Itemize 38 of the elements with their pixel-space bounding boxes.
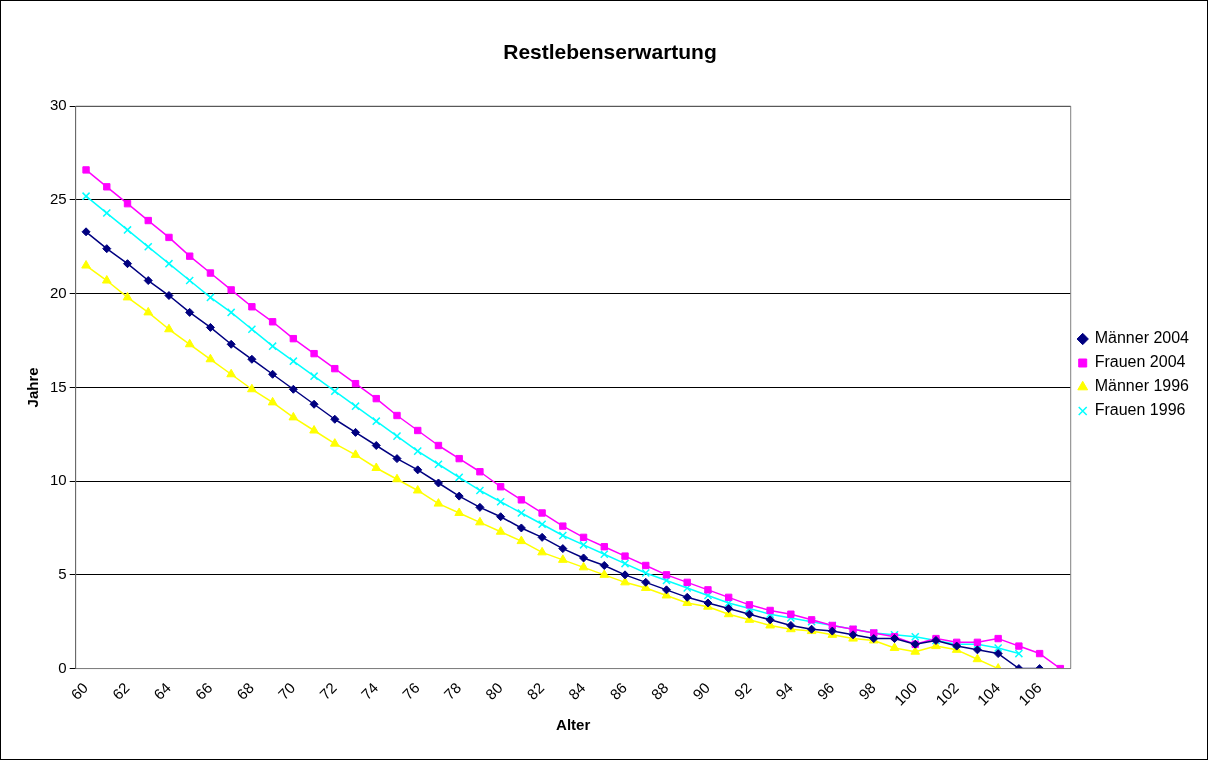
x-tick-label: 74 bbox=[357, 678, 382, 703]
x-tick-label: 68 bbox=[233, 678, 257, 703]
x-tick-label: 106 bbox=[1014, 678, 1045, 709]
y-tick-label: 30 bbox=[50, 96, 67, 114]
x-tick-label: 88 bbox=[647, 678, 672, 703]
x-tick-label: 60 bbox=[67, 678, 92, 703]
y-tick-label: 10 bbox=[50, 471, 67, 489]
x-tick-label: 82 bbox=[523, 678, 548, 703]
x-tick-label: 86 bbox=[606, 678, 631, 703]
legend-label: Männer 2004 bbox=[1094, 329, 1190, 347]
x-tick-label: 92 bbox=[730, 678, 755, 703]
chart-title: Restlebenserwartung bbox=[503, 40, 717, 64]
legend-label: Frauen 1996 bbox=[1094, 401, 1186, 419]
x-tick-label: 66 bbox=[191, 678, 216, 703]
x-tick-label: 96 bbox=[813, 678, 838, 703]
x-tick-label: 62 bbox=[108, 678, 133, 703]
legend-label: Frauen 2004 bbox=[1094, 353, 1186, 371]
x-tick-label: 70 bbox=[274, 678, 299, 703]
y-tick-label: 5 bbox=[58, 564, 67, 582]
x-tick-label: 80 bbox=[481, 678, 506, 703]
x-tick-label: 64 bbox=[150, 678, 175, 703]
y-axis-title: Jahre bbox=[24, 367, 42, 408]
y-tick-label: 25 bbox=[50, 190, 67, 208]
x-tick-label: 90 bbox=[689, 678, 713, 703]
x-tick-label: 84 bbox=[564, 678, 589, 703]
x-tick-label: 78 bbox=[440, 678, 465, 703]
x-tick-label: 104 bbox=[973, 678, 1004, 709]
legend-label: Männer 1996 bbox=[1094, 377, 1190, 395]
y-tick-label: 15 bbox=[50, 377, 67, 395]
y-tick-label: 0 bbox=[58, 658, 67, 676]
x-tick-label: 102 bbox=[932, 678, 962, 709]
x-axis-title: Alter bbox=[556, 716, 591, 734]
x-tick-label: 100 bbox=[890, 678, 921, 709]
x-tick-label: 72 bbox=[316, 678, 340, 703]
y-tick-label: 20 bbox=[50, 283, 67, 301]
x-tick-label: 94 bbox=[772, 678, 796, 703]
x-tick-label: 98 bbox=[855, 678, 879, 703]
x-tick-label: 76 bbox=[398, 678, 423, 703]
